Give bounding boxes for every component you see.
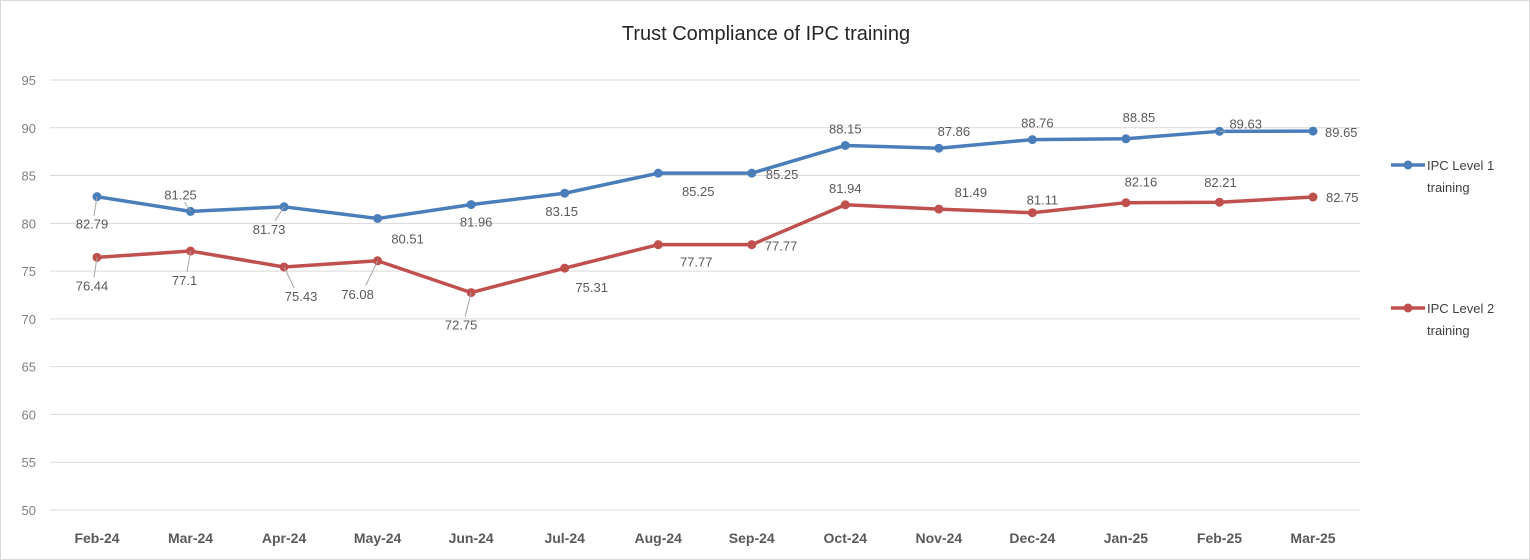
x-tick-label: Jun-24 [449, 530, 494, 546]
data-point [1308, 192, 1318, 202]
x-tick-label: Feb-25 [1197, 530, 1242, 546]
legend-label: IPC Level 1 [1427, 158, 1494, 173]
y-tick-label: 75 [22, 264, 36, 279]
data-label: 81.73 [253, 222, 286, 237]
series [92, 126, 1318, 298]
y-tick-label: 85 [22, 169, 36, 184]
leader-line [274, 206, 285, 222]
data-label: 82.75 [1326, 190, 1359, 205]
data-label: 89.63 [1229, 116, 1262, 131]
data-point [1308, 126, 1318, 136]
data-point [934, 143, 944, 153]
data-label: 80.51 [391, 231, 424, 246]
y-tick-label: 50 [22, 503, 36, 518]
data-label: 88.85 [1123, 110, 1156, 125]
leader-line [464, 292, 472, 317]
x-tick-label: Apr-24 [262, 530, 307, 546]
data-label: 82.79 [76, 217, 109, 232]
data-point [1027, 135, 1037, 145]
data-label: 75.43 [285, 289, 318, 304]
data-labels: 82.79 81.25 81.73 80.51 81.96 83.15 85.25 85.25… [76, 110, 1359, 333]
data-point [747, 168, 757, 178]
data-label: 77.77 [680, 255, 713, 270]
x-tick-label: Sep-24 [729, 530, 775, 546]
data-point [747, 240, 757, 250]
x-tick-label: Nov-24 [916, 530, 963, 546]
data-point [560, 263, 570, 273]
leader-line [93, 257, 98, 278]
y-tick-label: 90 [22, 121, 36, 136]
x-tick-label: Mar-25 [1290, 530, 1335, 546]
data-label: 76.08 [341, 287, 374, 302]
x-tick-label: Feb-24 [74, 530, 119, 546]
leader-line [186, 250, 192, 273]
data-label: 77.77 [765, 239, 798, 254]
data-point [653, 240, 663, 250]
data-point [840, 140, 850, 150]
data-label: 82.16 [1125, 175, 1158, 190]
data-label: 88.15 [829, 121, 862, 136]
data-point [1121, 134, 1131, 144]
leader-line [365, 260, 379, 287]
data-point [560, 188, 570, 198]
x-tick-label: Jul-24 [544, 530, 585, 546]
leader-line [283, 266, 295, 289]
y-tick-label: 70 [22, 312, 36, 327]
legend-marker [1403, 160, 1413, 170]
y-tick-label: 60 [22, 407, 36, 422]
x-tick-label: Mar-24 [168, 530, 213, 546]
data-point [466, 200, 476, 210]
data-label: 76.44 [76, 278, 109, 293]
legend: IPC Level 1 training IPC Level 2 training [1391, 158, 1494, 338]
x-tick-label: May-24 [354, 530, 402, 546]
data-point [840, 200, 850, 210]
x-tick-label: Dec-24 [1009, 530, 1055, 546]
data-label: 85.25 [682, 184, 715, 199]
data-label: 81.49 [955, 185, 988, 200]
data-label: 81.96 [460, 215, 493, 230]
leader-line [184, 202, 191, 212]
data-label: 89.65 [1325, 125, 1358, 140]
y-tick-label: 65 [22, 360, 36, 375]
data-label: 77.1 [172, 273, 197, 288]
data-point [1214, 197, 1224, 207]
data-label: 72.75 [445, 318, 478, 333]
data-point [653, 168, 663, 178]
data-label: 81.11 [1027, 193, 1059, 208]
legend-label: training [1427, 180, 1470, 195]
x-tick-label: Jan-25 [1104, 530, 1149, 546]
data-label: 85.25 [766, 167, 799, 182]
data-label: 81.25 [164, 187, 197, 202]
data-label: 87.86 [938, 124, 971, 139]
data-label: 75.31 [575, 280, 608, 295]
y-tick-label: 80 [22, 216, 36, 231]
series-line [96, 129, 1314, 221]
data-point [1121, 198, 1131, 208]
data-point [1027, 208, 1037, 218]
legend-label: training [1427, 323, 1470, 338]
data-label: 88.76 [1021, 116, 1054, 131]
y-axis-ticks: 50 55 60 65 70 75 80 85 90 95 [22, 73, 36, 518]
y-tick-label: 95 [22, 73, 36, 88]
x-tick-label: Aug-24 [635, 530, 683, 546]
x-axis-ticks: Feb-24 Mar-24 Apr-24 May-24 Jun-24 Jul-24 Aug-… [74, 530, 1335, 546]
legend-label: IPC Level 2 [1427, 301, 1494, 316]
data-label: 81.94 [829, 181, 862, 196]
x-tick-label: Oct-24 [824, 530, 868, 546]
series-line [96, 195, 1314, 295]
chart-title: Trust Compliance of IPC training [622, 23, 910, 45]
leader-line [93, 196, 98, 216]
data-point [373, 213, 383, 223]
data-label: 82.21 [1204, 175, 1237, 190]
y-tick-label: 55 [22, 455, 36, 470]
gridlines [50, 79, 1360, 511]
data-point [934, 204, 944, 214]
data-label: 83.15 [545, 204, 578, 219]
legend-marker [1403, 303, 1413, 313]
